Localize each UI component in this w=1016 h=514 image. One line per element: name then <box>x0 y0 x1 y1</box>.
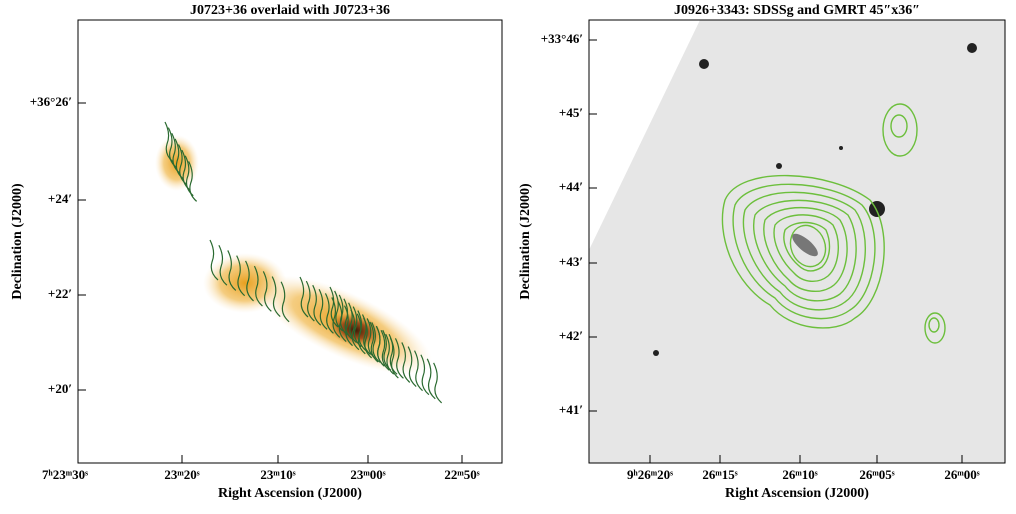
contours <box>721 103 946 344</box>
y-tick-label: +43′ <box>559 254 583 269</box>
contour <box>245 260 254 302</box>
contour <box>361 314 371 355</box>
x-tick-label: 26ᵐ15ˢ <box>702 467 737 482</box>
panel-title: J0723+36 overlaid with J0723+36 <box>190 3 390 18</box>
contour <box>209 239 219 281</box>
contour <box>236 255 246 297</box>
contour <box>280 281 290 323</box>
contour <box>407 346 417 387</box>
contour <box>385 333 395 375</box>
contour <box>352 306 362 348</box>
x-tick-label: 23ᵐ00ˢ <box>350 467 385 482</box>
contour <box>401 342 411 383</box>
contour <box>305 280 315 322</box>
contour <box>371 322 381 363</box>
contour <box>414 350 423 392</box>
contour <box>334 290 344 332</box>
contour <box>329 286 339 328</box>
y-tick-label: +22′ <box>48 286 72 301</box>
contour <box>174 138 184 180</box>
y-axis-label: Declination (J2000) <box>10 183 25 300</box>
contour <box>181 149 191 191</box>
y-tick-label: +24′ <box>48 191 72 206</box>
x-tick-label: 26ᵐ05ˢ <box>859 467 894 482</box>
contour <box>343 298 353 340</box>
contour <box>357 310 367 352</box>
y-tick-label: +20′ <box>48 381 72 396</box>
contour <box>184 155 194 197</box>
contour <box>382 329 392 371</box>
frame <box>588 19 1006 464</box>
x-tick-label: 9ʰ26ᵐ20ˢ <box>627 467 673 482</box>
y-tick-label: +36°26′ <box>30 94 72 109</box>
contour <box>331 297 341 338</box>
contour <box>188 161 198 202</box>
y-tick-label: +45′ <box>559 105 583 120</box>
x-tick-label: 23ᵐ10ˢ <box>260 467 295 482</box>
blank-region <box>589 20 700 250</box>
contour <box>312 284 322 326</box>
x-tick-label: 22ᵐ50ˢ <box>444 467 479 482</box>
contour <box>299 276 309 318</box>
y-tick-label: +33°46′ <box>541 31 583 46</box>
x-tick-label: 26ᵐ00ˢ <box>944 467 979 482</box>
contour <box>375 326 385 367</box>
contour <box>394 338 404 379</box>
contour <box>420 354 430 396</box>
contour <box>271 276 281 318</box>
x-tick-label: 7ʰ23ᵐ30ˢ <box>42 467 88 482</box>
image-left <box>78 20 502 463</box>
contour <box>366 318 376 359</box>
contour <box>318 289 328 330</box>
contour <box>433 362 443 404</box>
contour <box>324 293 334 334</box>
contour <box>262 271 272 312</box>
y-tick-label: +42′ <box>559 328 583 343</box>
x-tick-label: 23ᵐ20ˢ <box>164 467 199 482</box>
contours <box>164 121 443 404</box>
contour <box>164 121 174 163</box>
x-tick-label: 26ᵐ10ˢ <box>782 467 817 482</box>
contour <box>350 309 360 351</box>
x-axis-label: Right Ascension (J2000) <box>725 486 869 501</box>
y-tick-label: +44′ <box>559 179 583 194</box>
contour <box>177 144 187 185</box>
contour <box>380 329 390 371</box>
contour <box>338 294 348 336</box>
contour <box>348 302 357 344</box>
contour <box>389 337 399 379</box>
stars <box>653 43 977 356</box>
contour <box>426 358 436 400</box>
contour <box>227 250 237 291</box>
contour <box>253 265 263 307</box>
contour <box>167 127 177 169</box>
panel-title: J0926+3343: SDSSg and GMRT 45″x36″ <box>674 3 920 18</box>
frame <box>77 19 503 464</box>
y-tick-label: +41′ <box>559 402 583 417</box>
y-axis-label: Declination (J2000) <box>518 183 533 300</box>
contour <box>218 244 228 286</box>
contour <box>171 132 181 174</box>
x-axis-label: Right Ascension (J2000) <box>218 486 362 501</box>
